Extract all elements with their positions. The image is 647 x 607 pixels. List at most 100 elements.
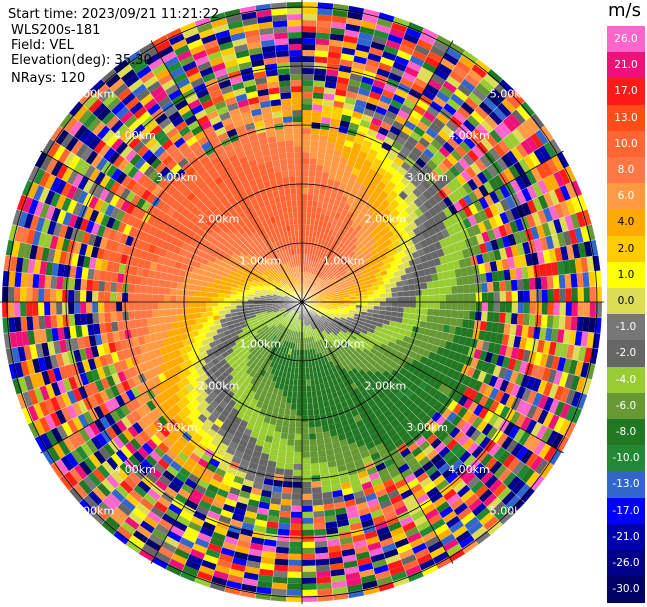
radar-gate: [362, 259, 370, 266]
radar-gate: [196, 274, 204, 281]
radar-gate: [320, 479, 332, 487]
radar-gate: [371, 558, 388, 569]
radar-gate: [406, 181, 417, 192]
radar-gate: [502, 135, 516, 151]
radar-gate: [312, 104, 323, 112]
radar-gate: [162, 337, 171, 347]
radar-gate: [106, 492, 122, 508]
radar-gate: [289, 310, 294, 316]
radar-gate: [110, 206, 121, 219]
radar-gate: [302, 481, 312, 488]
radar-gate: [475, 233, 485, 245]
radar-gate: [404, 66, 420, 78]
radar-gate: [255, 592, 272, 601]
radar-gate: [310, 218, 316, 225]
radar-gate: [176, 288, 183, 296]
radar-gate: [233, 450, 244, 459]
radar-gate: [141, 543, 158, 557]
radar-gate: [178, 125, 191, 137]
radar-gate: [251, 319, 259, 324]
radar-gate: [233, 222, 242, 231]
radar-gate: [141, 115, 155, 129]
radar-gate: [201, 494, 215, 505]
radar-gate: [248, 47, 263, 56]
radar-gate: [288, 44, 302, 51]
radar-gate: [221, 370, 230, 379]
radar-gate: [299, 254, 302, 261]
radar-gate: [391, 292, 398, 298]
radar-gate: [367, 290, 374, 296]
radar-gate: [333, 269, 340, 276]
radar-gate: [22, 196, 34, 213]
radar-gate: [49, 192, 61, 208]
radar-gate: [531, 211, 542, 226]
radar-gate: [244, 122, 256, 131]
radar-gate: [143, 98, 158, 111]
radar-gate: [190, 272, 198, 280]
radar-gate: [548, 205, 559, 221]
radar-gate: [537, 179, 549, 195]
radar-gate: [537, 209, 548, 225]
radar-gate: [93, 323, 101, 335]
radar-gate: [263, 199, 271, 207]
radar-gate: [230, 173, 240, 183]
radar-gate: [278, 383, 285, 390]
radar-gate: [421, 27, 439, 40]
radar-gate: [489, 129, 503, 144]
radar-gate: [56, 379, 67, 395]
radar-gate: [346, 257, 354, 265]
radar-gate: [375, 462, 387, 472]
radar-gate: [334, 143, 344, 152]
radar-gate: [238, 439, 249, 448]
radar-gate: [311, 330, 315, 337]
radar-gate: [261, 289, 268, 293]
radar-gate: [342, 450, 353, 459]
radar-gate: [294, 367, 299, 374]
radar-gate: [438, 145, 451, 158]
radar-gate: [331, 483, 342, 492]
radar-gate: [224, 96, 238, 106]
radar-gate: [312, 498, 324, 506]
radar-gate: [291, 104, 302, 111]
radar-gate: [324, 81, 337, 89]
radar-gate: [285, 402, 292, 410]
radar-gate: [263, 397, 271, 405]
radar-gate: [268, 287, 275, 292]
radar-gate: [230, 562, 246, 572]
radar-gate: [377, 166, 387, 177]
radar-gate: [276, 323, 282, 329]
radar-gate: [335, 513, 349, 522]
radar-gate: [317, 395, 324, 403]
radar-gate: [422, 148, 435, 160]
radar-gate: [266, 167, 275, 175]
radar-gate: [201, 521, 216, 532]
radar-gate: [309, 336, 313, 344]
radar-gate: [206, 166, 217, 176]
radar-gate: [302, 541, 315, 548]
radar-gate: [249, 377, 257, 386]
radar-gate: [248, 436, 258, 445]
radar-gate: [164, 56, 180, 69]
radar-gate: [264, 161, 274, 169]
radar-gate: [497, 102, 512, 118]
radar-gate: [55, 394, 67, 410]
radar-gate: [218, 442, 229, 452]
radar-gate: [564, 165, 577, 183]
radar-gate: [279, 318, 285, 324]
radar-gate: [290, 280, 294, 287]
radar-gate: [143, 223, 153, 234]
radar-gate: [191, 408, 202, 418]
radar-gate: [253, 246, 261, 253]
radar-gate: [88, 453, 102, 469]
radar-gate: [325, 362, 332, 370]
radar-gate: [171, 38, 188, 51]
radar-gate: [313, 408, 320, 416]
radar-gate: [122, 348, 131, 360]
radar-gate: [145, 153, 158, 166]
radar-gate: [325, 75, 338, 83]
radar-gate: [199, 333, 207, 341]
radar-gate: [194, 537, 210, 549]
radar-gate: [274, 310, 281, 315]
radar-gate: [337, 433, 347, 442]
radar-gate: [81, 267, 89, 280]
